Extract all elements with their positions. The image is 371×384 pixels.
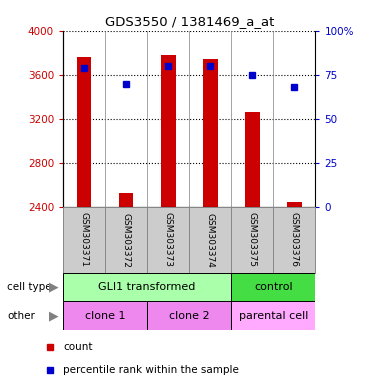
Text: ▶: ▶ xyxy=(49,310,59,322)
Text: GLI1 transformed: GLI1 transformed xyxy=(98,282,196,292)
Bar xyxy=(273,207,315,273)
Bar xyxy=(189,207,231,273)
Text: count: count xyxy=(63,342,93,352)
Bar xyxy=(119,193,134,207)
Text: clone 1: clone 1 xyxy=(85,311,125,321)
Bar xyxy=(231,301,315,330)
Bar xyxy=(77,57,92,207)
Text: parental cell: parental cell xyxy=(239,311,308,321)
Text: clone 2: clone 2 xyxy=(169,311,210,321)
Text: GSM303374: GSM303374 xyxy=(206,213,215,267)
Title: GDS3550 / 1381469_a_at: GDS3550 / 1381469_a_at xyxy=(105,15,274,28)
Bar xyxy=(63,273,231,301)
Bar xyxy=(63,207,105,273)
Bar xyxy=(147,301,231,330)
Text: GSM303376: GSM303376 xyxy=(290,212,299,268)
Text: ▶: ▶ xyxy=(49,281,59,293)
Bar xyxy=(287,202,302,207)
Text: GSM303373: GSM303373 xyxy=(164,212,173,268)
Text: GSM303375: GSM303375 xyxy=(248,212,257,268)
Text: percentile rank within the sample: percentile rank within the sample xyxy=(63,365,239,375)
Bar xyxy=(231,273,315,301)
Bar xyxy=(105,207,147,273)
Bar xyxy=(203,60,218,207)
Bar xyxy=(161,55,175,207)
Text: other: other xyxy=(7,311,35,321)
Text: GSM303372: GSM303372 xyxy=(122,213,131,267)
Text: control: control xyxy=(254,282,293,292)
Bar xyxy=(231,207,273,273)
Bar xyxy=(245,113,260,207)
Bar xyxy=(63,301,147,330)
Bar xyxy=(147,207,189,273)
Text: GSM303371: GSM303371 xyxy=(80,212,89,268)
Text: cell type: cell type xyxy=(7,282,52,292)
